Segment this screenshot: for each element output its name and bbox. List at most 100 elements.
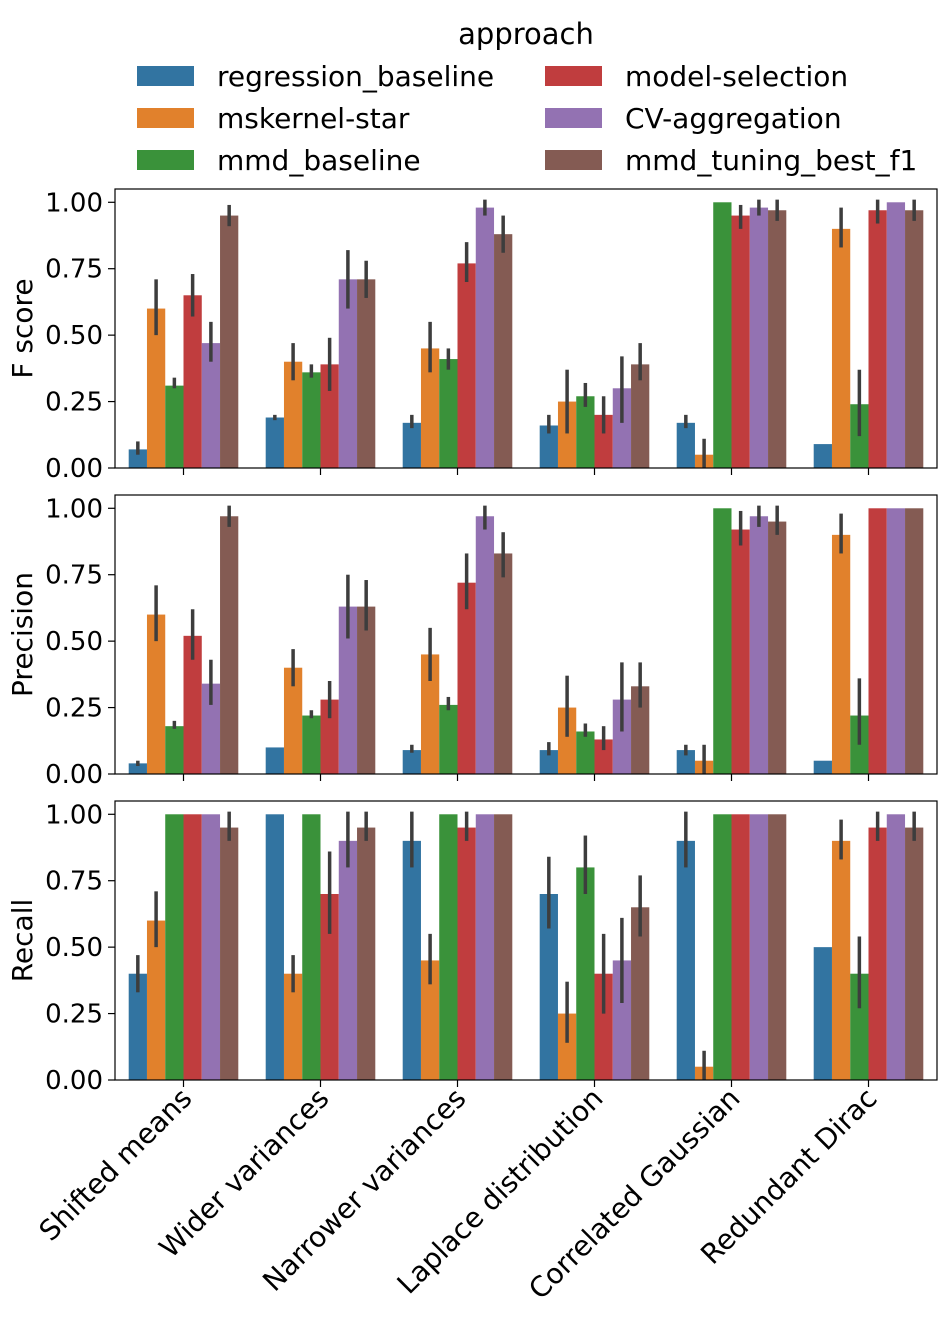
bar-mmd_tuning_best_f1-0 xyxy=(220,215,239,468)
bar-regression_baseline-3 xyxy=(539,894,558,1080)
y-tick-label: 0.25 xyxy=(45,1000,103,1030)
bar-mmd_tuning_best_f1-1 xyxy=(357,606,376,774)
bar-model-selection-3 xyxy=(594,739,613,774)
bar-mmd_baseline-1 xyxy=(302,715,321,774)
bar-mmd_baseline-2 xyxy=(439,704,458,774)
bar-CV-aggregation-0 xyxy=(201,343,221,468)
bar-regression_baseline-5 xyxy=(813,444,832,468)
bar-mmd_tuning_best_f1-0 xyxy=(220,516,239,774)
bar-model-selection-5 xyxy=(868,508,887,774)
bar-model-selection-2 xyxy=(457,827,476,1080)
bar-mmd_baseline-4 xyxy=(713,508,732,774)
bar-mmd_tuning_best_f1-2 xyxy=(494,553,513,774)
bar-mskernel-star-0 xyxy=(146,614,166,774)
panel-frame xyxy=(114,188,938,469)
bar-model-selection-4 xyxy=(731,529,750,774)
bar-model-selection-4 xyxy=(731,215,750,468)
bar-CV-aggregation-1 xyxy=(338,606,358,774)
bar-mmd_baseline-4 xyxy=(713,202,732,469)
y-tick-label: 0.00 xyxy=(45,454,103,484)
bar-CV-aggregation-1 xyxy=(338,840,358,1080)
bar-CV-aggregation-0 xyxy=(201,683,221,774)
bar-mskernel-star-0 xyxy=(146,308,166,468)
bar-mmd_tuning_best_f1-4 xyxy=(768,521,787,774)
bar-mmd_tuning_best_f1-3 xyxy=(631,907,650,1080)
bar-mmd_baseline-1 xyxy=(302,814,321,1080)
bar-CV-aggregation-2 xyxy=(475,207,495,468)
bar-mmd_tuning_best_f1-5 xyxy=(905,210,924,468)
bar-regression_baseline-2 xyxy=(402,422,421,468)
y-axis-label: Recall xyxy=(6,899,39,983)
legend-label-mmd_baseline: mmd_baseline xyxy=(217,144,421,177)
y-tick-label: 0.50 xyxy=(45,627,103,657)
bar-mmd_baseline-1 xyxy=(302,372,321,468)
bar-CV-aggregation-3 xyxy=(612,699,632,774)
bar-mmd_tuning_best_f1-4 xyxy=(768,210,787,468)
bar-mmd_tuning_best_f1-1 xyxy=(357,279,376,468)
bar-regression_baseline-2 xyxy=(402,750,421,774)
bar-CV-aggregation-3 xyxy=(612,388,632,468)
bar-model-selection-0 xyxy=(183,635,202,774)
bar-regression_baseline-1 xyxy=(265,417,284,468)
y-tick-label: 0.75 xyxy=(45,255,103,285)
bar-mskernel-star-1 xyxy=(283,973,303,1080)
bar-mskernel-star-1 xyxy=(283,667,303,774)
y-tick-label: 0.50 xyxy=(45,933,103,963)
bar-CV-aggregation-3 xyxy=(612,960,632,1080)
legend-swatch-model-selection xyxy=(545,66,602,86)
y-tick-label: 0.00 xyxy=(45,1066,103,1096)
bar-mmd_baseline-5 xyxy=(850,404,869,468)
legend-swatch-regression_baseline xyxy=(137,66,194,86)
bar-mmd_baseline-5 xyxy=(850,973,869,1080)
panel-frame xyxy=(114,800,938,1081)
y-axis-label: F score xyxy=(6,278,39,378)
legend-label-mskernel-star: mskernel-star xyxy=(217,102,410,135)
bar-model-selection-2 xyxy=(457,263,476,468)
bar-mmd_baseline-2 xyxy=(439,359,458,468)
bar-mmd_baseline-0 xyxy=(165,385,184,468)
bar-CV-aggregation-5 xyxy=(886,508,906,774)
bar-mmd_baseline-3 xyxy=(576,396,595,468)
bar-regression_baseline-2 xyxy=(402,840,421,1080)
bar-mskernel-star-1 xyxy=(283,361,303,468)
y-tick-label: 0.75 xyxy=(45,561,103,591)
bar-mskernel-star-5 xyxy=(831,534,851,774)
bar-CV-aggregation-2 xyxy=(475,814,495,1080)
bar-model-selection-1 xyxy=(320,699,339,774)
bar-regression_baseline-1 xyxy=(265,747,284,774)
bar-mmd_tuning_best_f1-3 xyxy=(631,686,650,774)
bar-mmd_baseline-2 xyxy=(439,814,458,1080)
y-tick-label: 1.00 xyxy=(45,188,103,218)
bar-regression_baseline-5 xyxy=(813,760,832,774)
y-tick-label: 0.50 xyxy=(45,321,103,351)
legend-label-model-selection: model-selection xyxy=(625,60,848,93)
y-tick-label: 0.25 xyxy=(45,694,103,724)
bar-regression_baseline-3 xyxy=(539,425,558,468)
legend: regression_baseline mskernel-star mmd_base… xyxy=(137,60,917,177)
bar-regression_baseline-4 xyxy=(676,840,695,1080)
bar-mmd_tuning_best_f1-5 xyxy=(905,508,924,774)
bar-model-selection-5 xyxy=(868,210,887,468)
chart-panels: 0.00 0.25 0.50 0.75 1.00 F score 0.00 0.25 0.50 0… xyxy=(6,188,938,1096)
legend-title: approach xyxy=(458,17,594,51)
bar-CV-aggregation-0 xyxy=(201,814,221,1080)
bar-CV-aggregation-1 xyxy=(338,279,358,468)
bar-mmd_tuning_best_f1-5 xyxy=(905,827,924,1080)
bar-mmd_baseline-0 xyxy=(165,814,184,1080)
bar-model-selection-1 xyxy=(320,364,339,468)
bar-model-selection-4 xyxy=(731,814,750,1080)
panel-recall: 0.00 0.25 0.50 0.75 1.00 Recall xyxy=(6,800,938,1096)
legend-swatch-mmd_tuning_best_f1 xyxy=(545,150,602,170)
bar-mskernel-star-2 xyxy=(420,960,440,1080)
bar-mmd_baseline-3 xyxy=(576,867,595,1080)
legend-label-regression_baseline: regression_baseline xyxy=(217,60,494,93)
bar-mmd_tuning_best_f1-2 xyxy=(494,814,513,1080)
bar-model-selection-3 xyxy=(594,973,613,1080)
bar-regression_baseline-0 xyxy=(128,973,147,1080)
legend-label-mmd_tuning_best_f1: mmd_tuning_best_f1 xyxy=(625,144,917,177)
y-tick-label: 1.00 xyxy=(45,800,103,830)
bar-mmd_baseline-3 xyxy=(576,731,595,774)
bar-mmd_tuning_best_f1-4 xyxy=(768,814,787,1080)
panel-frame xyxy=(114,494,938,775)
